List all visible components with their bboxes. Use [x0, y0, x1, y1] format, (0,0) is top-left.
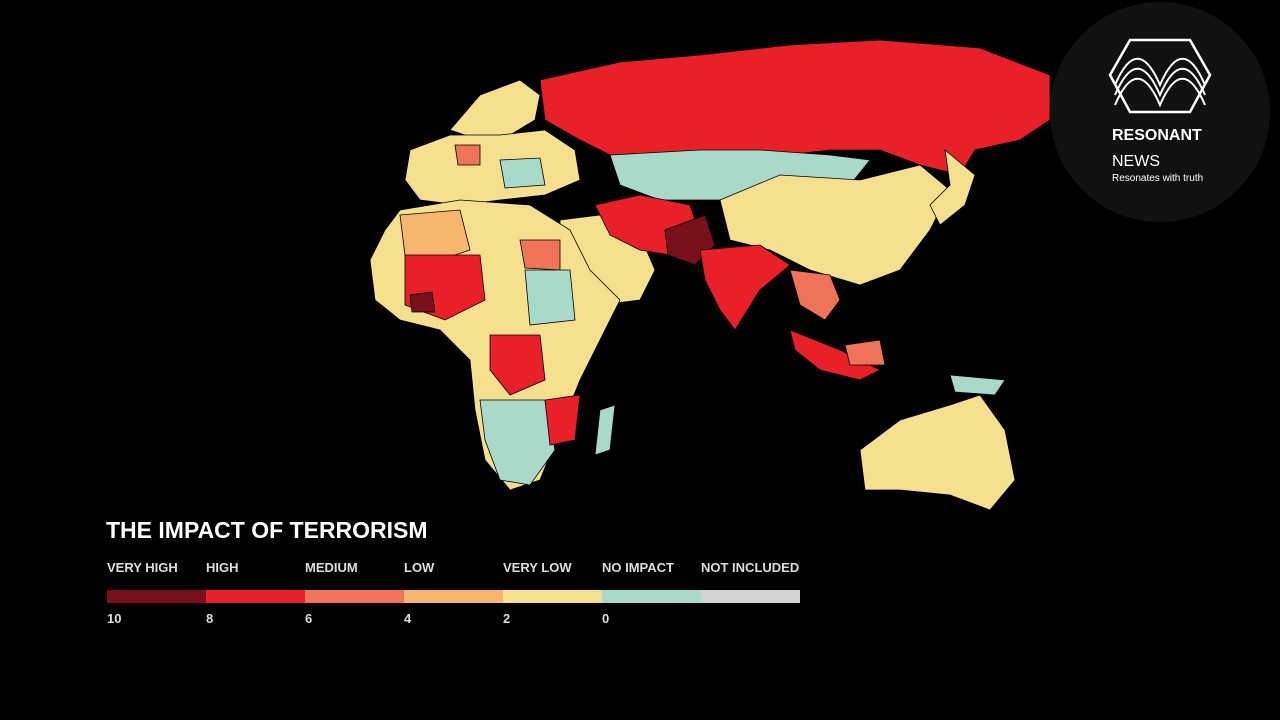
- world-map: [369, 39, 1051, 511]
- legend-label: HIGH: [206, 560, 239, 575]
- indochina: [789, 269, 841, 321]
- australia: [859, 394, 1016, 511]
- indonesia: [789, 329, 881, 381]
- legend-swatch: [305, 590, 404, 603]
- legend-label: VERY LOW: [503, 560, 572, 575]
- legend-tick: 10: [107, 611, 121, 626]
- mozambique: [544, 394, 581, 446]
- sudan: [524, 269, 576, 326]
- burkina-faso: [409, 291, 436, 313]
- europe: [404, 129, 581, 206]
- egypt: [519, 239, 561, 271]
- madagascar: [594, 404, 616, 456]
- legend-tick: 8: [206, 611, 213, 626]
- legend-swatch: [404, 590, 503, 603]
- legend-tick: 2: [503, 611, 510, 626]
- logo-hexagon: [1108, 38, 1212, 114]
- logo: RESONANT NEWS Resonates with truth: [1050, 2, 1270, 222]
- europe-medium: [454, 144, 481, 166]
- logo-sub: NEWS: [1112, 153, 1160, 170]
- legend-label: MEDIUM: [305, 560, 358, 575]
- legend-swatch: [701, 590, 800, 603]
- legend-title: THE IMPACT OF TERRORISM: [106, 517, 428, 543]
- legend-swatch: [602, 590, 701, 603]
- legend-tick: 0: [602, 611, 609, 626]
- logo-name: RESONANT: [1112, 127, 1202, 144]
- legend-swatch: [503, 590, 602, 603]
- legend-label: NOT INCLUDED: [701, 560, 799, 575]
- legend-tick: 4: [404, 611, 412, 626]
- legend-swatch: [107, 590, 206, 603]
- legend-label: LOW: [404, 560, 435, 575]
- europe-none: [499, 157, 546, 189]
- congo: [489, 334, 546, 396]
- japan: [929, 149, 976, 226]
- borneo: [844, 339, 886, 366]
- legend-swatch: [206, 590, 305, 603]
- north-africa: [399, 209, 471, 261]
- legend: VERY HIGH HIGH MEDIUM LOW VERY LOW NO IMPACT N…: [107, 560, 800, 626]
- papua: [949, 374, 1006, 396]
- legend-tick: 6: [305, 611, 312, 626]
- india: [699, 244, 791, 331]
- legend-label: VERY HIGH: [107, 560, 178, 575]
- logo-tagline: Resonates with truth: [1112, 173, 1203, 184]
- logo-icon: [1114, 57, 1206, 108]
- legend-label: NO IMPACT: [602, 560, 674, 575]
